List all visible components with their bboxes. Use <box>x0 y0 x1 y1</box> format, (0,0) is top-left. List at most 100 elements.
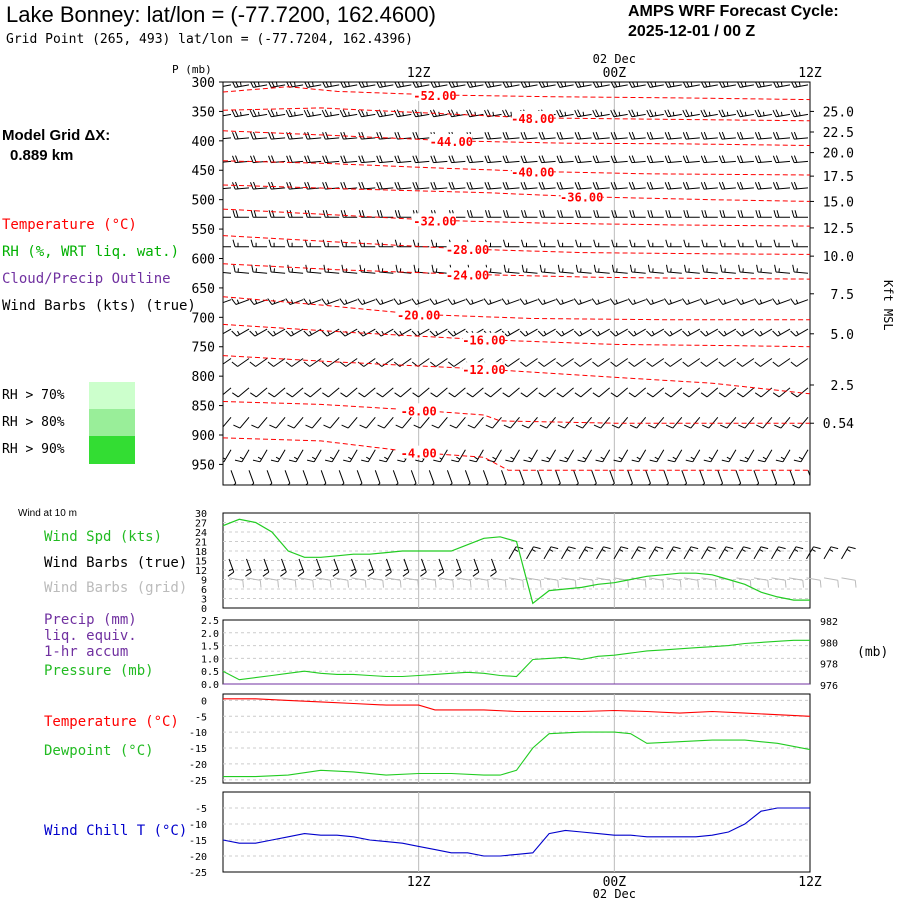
wind-barb <box>610 82 628 88</box>
true-wind-barb <box>841 546 856 560</box>
wind-barb <box>302 470 309 485</box>
time-tick-label-bottom: 12Z <box>798 875 822 890</box>
grid-wind-barb <box>841 577 857 588</box>
wind-barb <box>340 210 358 218</box>
wind-barb <box>484 131 502 140</box>
contour-label-bg <box>446 267 489 281</box>
wind-barb <box>613 449 629 463</box>
legend-wind-speed: Wind Spd (kts) <box>44 529 163 545</box>
true-wind-barb <box>297 558 305 577</box>
wind-barb <box>287 416 304 429</box>
wind-barb <box>484 82 502 88</box>
wind-barb <box>519 298 538 305</box>
wind-barb <box>285 298 304 305</box>
wind-barb <box>267 358 286 367</box>
grid-wind-barb <box>771 577 787 588</box>
wind-barb <box>321 298 340 305</box>
wind-barb <box>339 298 358 305</box>
right-tick-label: 12.5 <box>823 222 854 237</box>
pressure-tick-label: 976 <box>820 681 838 692</box>
wind-barb <box>718 82 736 88</box>
wind-barb <box>231 328 250 337</box>
wind-barb <box>718 131 736 140</box>
legend-wind-barbs-true: Wind Barbs (true) <box>44 555 188 571</box>
wind-barb <box>376 155 394 164</box>
temperature-contour <box>223 235 810 255</box>
true-wind-barb <box>736 546 751 560</box>
wind-barb <box>375 109 394 118</box>
right-tick-label: 17.5 <box>823 170 854 185</box>
wind-barb <box>223 272 232 274</box>
wind-barb <box>484 155 502 164</box>
wind-barb <box>341 416 358 429</box>
wind-barb <box>592 358 610 367</box>
wind-barb <box>647 264 664 274</box>
legend-precip: Precip (mm) <box>44 612 137 628</box>
wind-barb <box>412 181 430 190</box>
wind-barb <box>700 109 718 118</box>
wind-barb <box>628 82 646 88</box>
wind-barb <box>357 298 376 305</box>
grid-wind-barb <box>543 577 559 588</box>
wind-barb <box>736 155 754 164</box>
wind-barb <box>286 181 304 190</box>
wind-barb <box>646 387 665 398</box>
wind-barb <box>628 155 646 164</box>
wind-barb <box>286 210 304 218</box>
wind-barb <box>791 155 809 164</box>
grid-wind-barb <box>298 577 314 588</box>
wind-barb <box>520 181 538 190</box>
wind-barb <box>223 246 231 248</box>
true-wind-barb <box>262 558 270 577</box>
wind-barb <box>323 416 340 429</box>
wind-barb <box>701 210 718 218</box>
grid-wind-barb <box>561 577 577 588</box>
wind-barb <box>700 155 718 164</box>
wind-chill-tick-label: -15 <box>189 836 207 847</box>
contour-label-bg <box>462 362 505 376</box>
grid-wind-barb <box>333 577 349 588</box>
wind-barb <box>324 449 340 463</box>
wind-barb <box>774 264 791 274</box>
legend-cloud: Cloud/Precip Outline <box>2 271 171 287</box>
y-tick-label: 650 <box>192 282 215 297</box>
wind-tick-label: 15 <box>195 557 207 568</box>
true-wind-barb <box>648 546 664 560</box>
contour-label-bg <box>511 110 554 124</box>
legend-rh70-swatch <box>89 382 135 409</box>
wind-barb <box>394 239 412 248</box>
wind-tick-label: 9 <box>201 576 207 587</box>
wind-barb <box>358 82 376 88</box>
wind-barb <box>392 470 399 485</box>
wind-barb <box>393 109 412 118</box>
temperature-contour <box>223 437 810 471</box>
wind-barb <box>340 131 358 140</box>
wind-barb <box>556 131 574 140</box>
wind-barb <box>321 328 340 337</box>
wind-barb <box>266 470 273 485</box>
wind-barb <box>647 210 664 218</box>
wind-barb <box>284 470 291 485</box>
wind-barb <box>700 358 719 367</box>
temperature-tick-label: -10 <box>189 728 207 739</box>
legend-rh70-label: RH > 70% <box>2 388 65 403</box>
wind-barb <box>628 181 646 190</box>
wind-barb <box>394 181 412 190</box>
wind-barb <box>358 155 376 164</box>
precip-tick-label: 2.0 <box>201 629 219 640</box>
wind-barb <box>267 298 286 305</box>
temperature-frame <box>222 693 811 784</box>
wind-barb <box>410 470 417 485</box>
legend-rh80-swatch <box>89 409 135 436</box>
wind-barb <box>467 416 484 429</box>
wind-barb <box>755 82 772 88</box>
wind-tick-label: 21 <box>195 538 207 549</box>
wind-barb <box>591 298 610 305</box>
wind-barb <box>738 416 755 429</box>
wind-barb <box>718 387 737 398</box>
wind-barb <box>790 358 809 367</box>
wind-barb <box>322 387 340 398</box>
wind-barb <box>754 358 773 367</box>
wind-barb <box>628 358 646 367</box>
